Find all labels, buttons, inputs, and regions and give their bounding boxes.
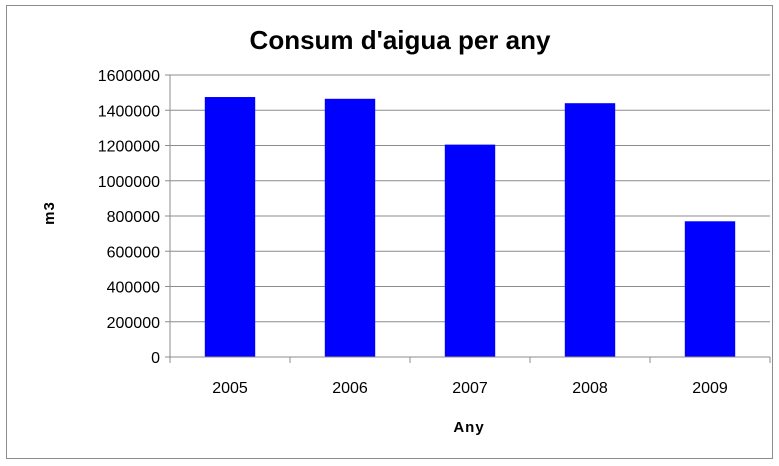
axes [165,74,771,363]
x-tick-label: 2006 [332,380,368,397]
x-axis-label: Any [453,419,484,436]
chart-title: Consum d'aigua per any [250,25,551,55]
y-tick-label: 400000 [107,280,160,297]
y-tick-label: 0 [151,350,160,367]
y-axis-label: m3 [41,201,58,225]
y-tick-label: 600000 [107,244,160,261]
x-tick-label: 2009 [692,380,728,397]
x-tick-label: 2005 [212,380,248,397]
bar-2005 [204,97,256,357]
y-tick-label: 1200000 [98,139,160,156]
y-tick-label: 1400000 [98,103,160,120]
bar-2009 [684,221,736,357]
y-tick-labels: 0 200000 400000 600000 800000 1000000 1200000 1… [98,68,160,367]
bar-2008 [564,103,616,357]
bar-2007 [444,144,496,357]
x-tick-labels: 2005 2006 2007 2008 2009 [212,380,728,397]
x-tick-label: 2007 [452,380,488,397]
x-tick-label: 2008 [572,380,608,397]
y-tick-label: 200000 [107,315,160,332]
bar-2006 [324,98,376,357]
y-tick-label: 1000000 [98,174,160,191]
y-tick-label: 800000 [107,209,160,226]
bars [204,97,736,357]
y-tick-label: 1600000 [98,68,160,85]
chart-frame [6,5,773,459]
